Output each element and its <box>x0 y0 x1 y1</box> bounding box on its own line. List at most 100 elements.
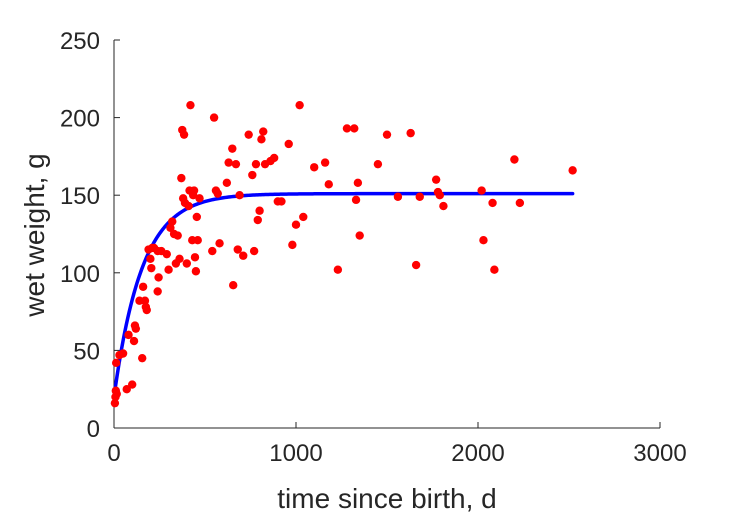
data-point <box>257 135 266 144</box>
data-point <box>490 265 499 274</box>
y-tick-label: 0 <box>87 416 100 443</box>
data-point <box>153 287 162 296</box>
data-point <box>415 192 424 201</box>
data-point <box>333 265 343 274</box>
data-point <box>173 231 182 240</box>
data-point <box>154 273 163 282</box>
data-point <box>209 113 219 122</box>
data-point <box>213 189 222 198</box>
x-ticks: 0 1000 2000 3000 <box>107 422 687 467</box>
data-point <box>179 130 189 139</box>
data-point <box>124 330 133 340</box>
data-point <box>382 130 392 139</box>
data-point <box>239 251 248 260</box>
data-point <box>184 201 193 211</box>
data-point <box>142 305 151 315</box>
data-point <box>488 198 497 208</box>
data-point <box>373 159 383 169</box>
data-point <box>146 254 155 264</box>
data-point <box>110 398 120 408</box>
data-point <box>177 173 186 183</box>
data-point <box>244 130 253 139</box>
x-tick-label: 1000 <box>269 440 322 467</box>
data-point <box>222 178 232 187</box>
x-tick-label: 0 <box>107 440 120 467</box>
data-point <box>168 217 177 226</box>
data-point <box>406 128 415 138</box>
x-axis-label: time since birth, d <box>277 483 496 514</box>
data-point <box>164 265 173 274</box>
data-point <box>251 159 261 169</box>
data-point <box>208 246 217 256</box>
data-point <box>510 155 519 164</box>
data-point <box>128 380 137 389</box>
fit-line-layer <box>112 191 575 399</box>
data-point <box>320 158 330 167</box>
data-point <box>193 236 202 245</box>
data-point <box>191 267 201 276</box>
data-point <box>291 220 301 229</box>
data-point <box>355 231 364 240</box>
data-point <box>350 124 359 133</box>
data-point <box>284 139 293 149</box>
data-point <box>215 239 224 248</box>
data-point <box>299 212 308 222</box>
data-point <box>515 198 525 208</box>
data-point <box>118 349 128 358</box>
fit-line <box>112 191 575 399</box>
plot-area: 0 1000 2000 3000 0 50 100 150 200 250 <box>60 28 687 467</box>
data-point <box>229 281 238 290</box>
y-tick-label: 200 <box>60 106 100 133</box>
data-point <box>288 240 297 250</box>
data-point <box>353 178 363 187</box>
data-point <box>310 163 319 172</box>
data-point <box>255 206 264 215</box>
x-tick-label: 3000 <box>633 440 686 467</box>
y-tick-label: 100 <box>60 261 100 288</box>
data-point <box>231 159 241 169</box>
y-tick-label: 250 <box>60 28 100 55</box>
data-point <box>435 191 444 200</box>
data-point <box>249 246 259 256</box>
data-point <box>439 201 448 211</box>
data-point <box>175 254 184 264</box>
y-ticks: 0 50 100 150 200 250 <box>60 28 120 443</box>
data-point <box>111 358 121 368</box>
data-point <box>186 100 195 110</box>
data-point <box>351 195 361 205</box>
y-tick-label: 50 <box>73 338 100 365</box>
data-point <box>479 236 488 245</box>
data-point <box>147 263 156 273</box>
data-point <box>431 175 441 184</box>
data-point <box>233 245 242 254</box>
data-point <box>138 282 148 291</box>
data-point <box>411 260 421 270</box>
y-axis-label: wet weight, g <box>19 153 50 317</box>
data-point <box>269 153 279 163</box>
data-point <box>138 353 147 363</box>
data-point <box>131 324 141 333</box>
data-point <box>224 158 233 167</box>
data-point <box>129 336 139 346</box>
data-point <box>122 385 131 394</box>
data-point <box>189 186 199 195</box>
data-point <box>195 194 204 203</box>
data-point <box>248 170 257 180</box>
data-point <box>192 212 202 222</box>
data-point <box>253 215 262 225</box>
data-point <box>162 249 171 259</box>
data-point <box>182 259 191 268</box>
data-point <box>342 124 352 133</box>
data-point <box>259 127 268 136</box>
data-point <box>277 197 286 206</box>
x-tick-label: 2000 <box>451 440 504 467</box>
data-point <box>393 192 403 201</box>
scatter-points <box>110 100 577 408</box>
data-point <box>568 166 577 175</box>
data-point <box>324 180 333 189</box>
data-point <box>140 296 150 305</box>
data-point <box>295 100 304 110</box>
y-tick-label: 150 <box>60 183 100 210</box>
data-point <box>235 191 244 200</box>
